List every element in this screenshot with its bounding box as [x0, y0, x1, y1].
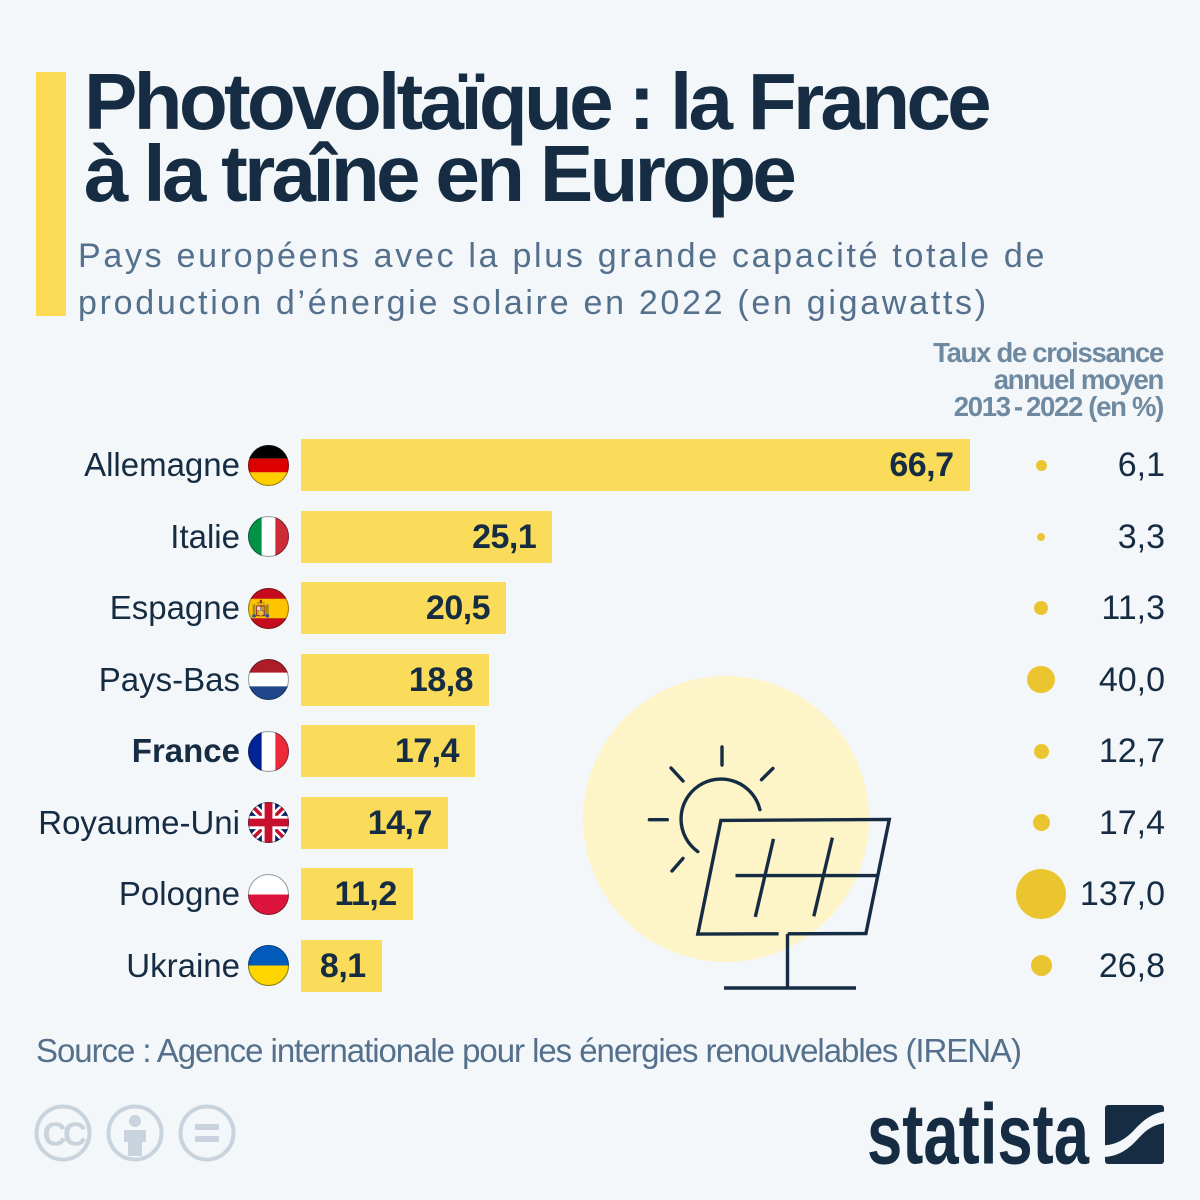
svg-text:CC: CC: [43, 1116, 86, 1153]
svg-text:statista: statista: [867, 1100, 1090, 1170]
